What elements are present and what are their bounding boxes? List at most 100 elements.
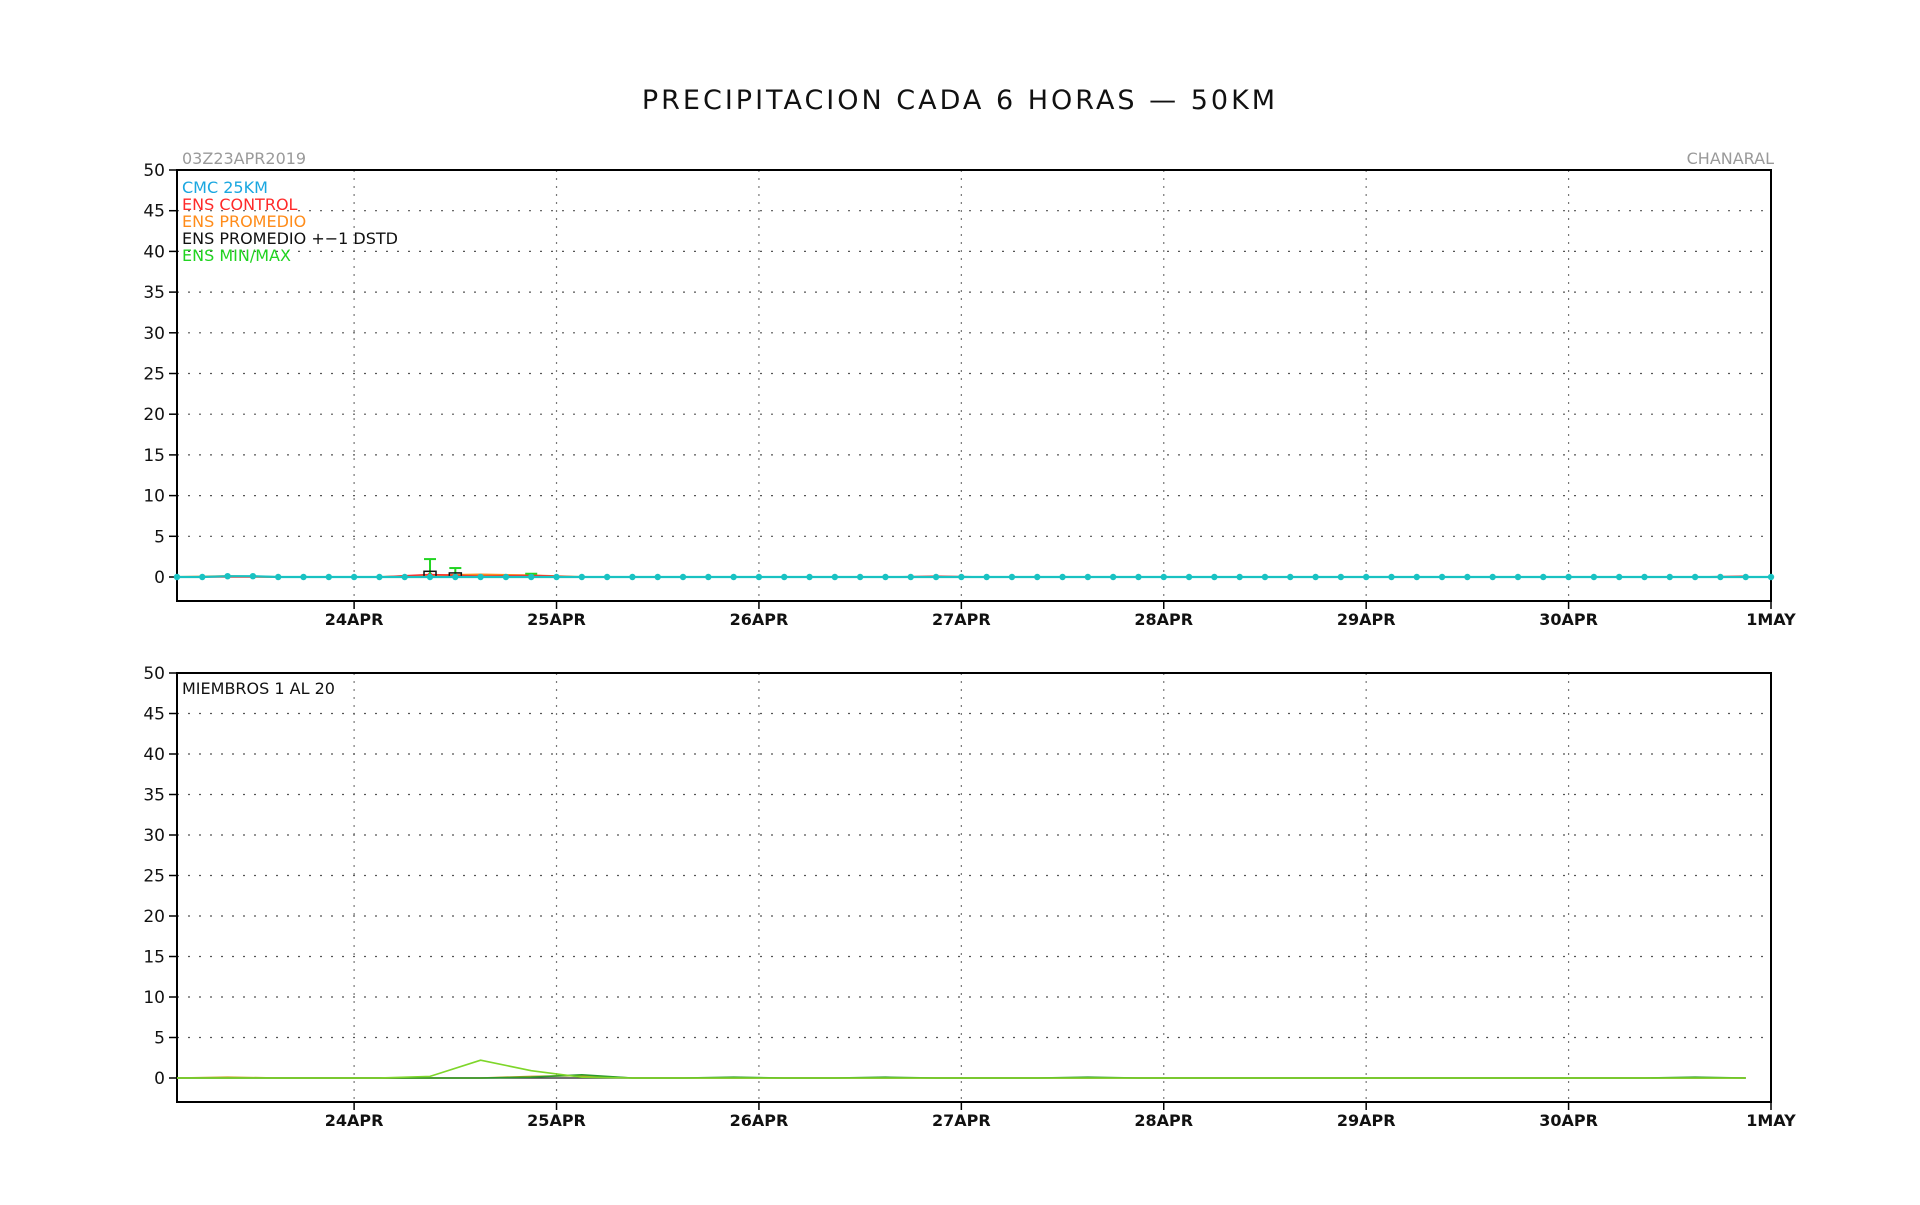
- y-tick-label: 10: [143, 487, 165, 507]
- x-tick-label: 1MAY: [1746, 610, 1796, 629]
- x-tick-label: 25APR: [527, 610, 586, 629]
- series-cmc-25km-point: [1185, 573, 1193, 581]
- series-cmc-25km-point: [376, 573, 383, 581]
- y-tick-label: 40: [143, 745, 165, 765]
- series-cmc-25km-point: [654, 573, 661, 581]
- x-tick-label: 26APR: [730, 610, 789, 629]
- y-tick-label: 45: [143, 705, 165, 725]
- y-tick-label: 35: [143, 786, 165, 806]
- x-tick-label: 25APR: [527, 1111, 586, 1130]
- series-cmc-25km-point: [249, 572, 257, 580]
- series-cmc-25km-point: [300, 573, 307, 581]
- series-cmc-25km-point: [629, 573, 636, 581]
- series-cmc-25km-point: [1767, 573, 1775, 581]
- y-tick-label: 25: [143, 365, 165, 385]
- y-tick-label: 30: [143, 826, 165, 846]
- series-cmc-25km-point: [781, 573, 788, 581]
- series-cmc-25km-point: [224, 572, 231, 580]
- series-cmc-25km-point: [603, 573, 611, 581]
- y-tick-label: 15: [143, 446, 165, 466]
- x-tick-label: 28APR: [1134, 610, 1193, 629]
- series-cmc-25km-point: [1717, 573, 1724, 581]
- legend-entry: ENS CONTROL: [182, 195, 298, 214]
- series-cmc-25km-point: [452, 573, 459, 581]
- location-label: CHANARAL: [1687, 149, 1774, 168]
- series-cmc-25km-point: [1236, 573, 1243, 581]
- series-cmc-25km-point: [1641, 573, 1648, 581]
- legend-entry: ENS MIN/MAX: [182, 246, 291, 265]
- plot-frame: [176, 672, 1772, 1103]
- x-tick-label: 27APR: [932, 1111, 991, 1130]
- legend-entry: ENS PROMEDIO +−1 DSTD: [182, 229, 398, 248]
- x-tick-label: 24APR: [325, 1111, 384, 1130]
- series-cmc-25km-point: [1489, 573, 1496, 581]
- series-cmc-25km-point: [1008, 573, 1016, 581]
- series-cmc-25km-point: [983, 573, 990, 581]
- series-cmc-25km-point: [1615, 573, 1623, 581]
- x-tick-label: 26APR: [730, 1111, 789, 1130]
- series-cmc-25km-point: [1211, 573, 1218, 581]
- series-cmc-25km-point: [275, 573, 282, 581]
- x-tick-label: 29APR: [1337, 1111, 1396, 1130]
- series-cmc-25km-point: [730, 573, 737, 581]
- x-tick-label: 30APR: [1539, 610, 1598, 629]
- y-tick-label: 30: [143, 324, 165, 344]
- series-cmc-25km-point: [426, 573, 434, 581]
- y-tick-label: 5: [154, 1029, 165, 1049]
- member-series-line: [177, 1059, 1746, 1079]
- series-cmc-25km-point: [477, 573, 484, 581]
- y-tick-label: 50: [143, 161, 165, 181]
- panel-top: 0 5 10 15 20 25 30 35 40 45 50 24APR 25APR 26APR 27APR…: [143, 161, 1796, 629]
- series-cmc-25km-point: [1109, 573, 1117, 581]
- y-tick-label: 0: [154, 1069, 165, 1089]
- y-tick-label: 25: [143, 867, 165, 887]
- series-cmc-25km-point: [1388, 573, 1395, 581]
- series-cmc-25km-point: [856, 573, 864, 581]
- series-cmc-25km-point: [1413, 573, 1420, 581]
- init-time-label: 03Z23APR2019: [182, 149, 306, 168]
- y-tick-label: 10: [143, 988, 165, 1008]
- series-cmc-25km-point: [882, 573, 889, 581]
- series-cmc-25km-point: [173, 573, 181, 581]
- series-cmc-25km-point: [1312, 573, 1319, 581]
- series-cmc-25km-point: [325, 573, 333, 581]
- series-cmc-25km-point: [350, 573, 358, 581]
- series-cmc-25km-point: [1084, 573, 1092, 581]
- members-annotation: MIEMBROS 1 AL 20: [182, 679, 335, 698]
- series-cmc-25km-point: [553, 573, 560, 581]
- plot-frame: [176, 169, 1772, 602]
- series-cmc-25km-point: [1691, 573, 1699, 581]
- y-tick-label: 20: [143, 405, 165, 425]
- series-cmc-25km-point: [755, 573, 763, 581]
- series-cmc-25km-point: [1666, 573, 1673, 581]
- series-cmc-25km-point: [907, 573, 914, 581]
- series-cmc-25km-point: [679, 573, 687, 581]
- series-cmc-25km-point: [1287, 573, 1294, 581]
- series-cmc-25km-point: [1438, 573, 1446, 581]
- panel-bottom: 0 5 10 15 20 25 30 35 40 45 50 24APR 25APR 26APR 27APR…: [143, 664, 1796, 1130]
- x-tick-label: 24APR: [325, 610, 384, 629]
- series-cmc-25km-point: [1337, 573, 1345, 581]
- y-tick-label: 35: [143, 283, 165, 303]
- series-cmc-25km-point: [932, 573, 940, 581]
- y-tick-label: 5: [154, 527, 165, 547]
- x-tick-label: 27APR: [932, 610, 991, 629]
- series-cmc-25km-point: [1464, 573, 1471, 581]
- series-cmc-25km-point: [199, 573, 206, 581]
- series-cmc-25km-point: [1059, 573, 1066, 581]
- y-tick-label: 40: [143, 242, 165, 262]
- series-cmc-25km-point: [806, 573, 813, 581]
- y-tick-label: 45: [143, 202, 165, 222]
- series-cmc-25km-point: [578, 573, 586, 581]
- y-tick-label: 50: [143, 664, 165, 684]
- series-cmc-25km-point: [1742, 573, 1749, 581]
- x-tick-label: 29APR: [1337, 610, 1396, 629]
- series-cmc-25km-point: [831, 573, 839, 581]
- series-cmc-25km-point: [1590, 573, 1598, 581]
- y-tick-label: 15: [143, 948, 165, 968]
- series-cmc-25km-point: [1034, 573, 1041, 581]
- chart-title: PRECIPITACION CADA 6 HORAS — 50KM: [642, 85, 1278, 116]
- series-cmc-25km-line: [177, 575, 1771, 579]
